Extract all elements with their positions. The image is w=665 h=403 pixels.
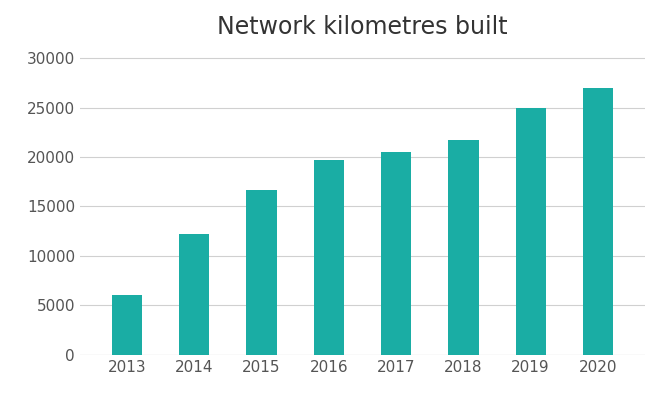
- Bar: [112, 295, 142, 355]
- Bar: [448, 140, 479, 355]
- Bar: [179, 234, 209, 355]
- Bar: [381, 152, 411, 355]
- Bar: [314, 160, 344, 355]
- Title: Network kilometres built: Network kilometres built: [217, 15, 508, 39]
- Bar: [515, 108, 546, 355]
- Bar: [583, 88, 613, 355]
- Bar: [246, 190, 277, 355]
